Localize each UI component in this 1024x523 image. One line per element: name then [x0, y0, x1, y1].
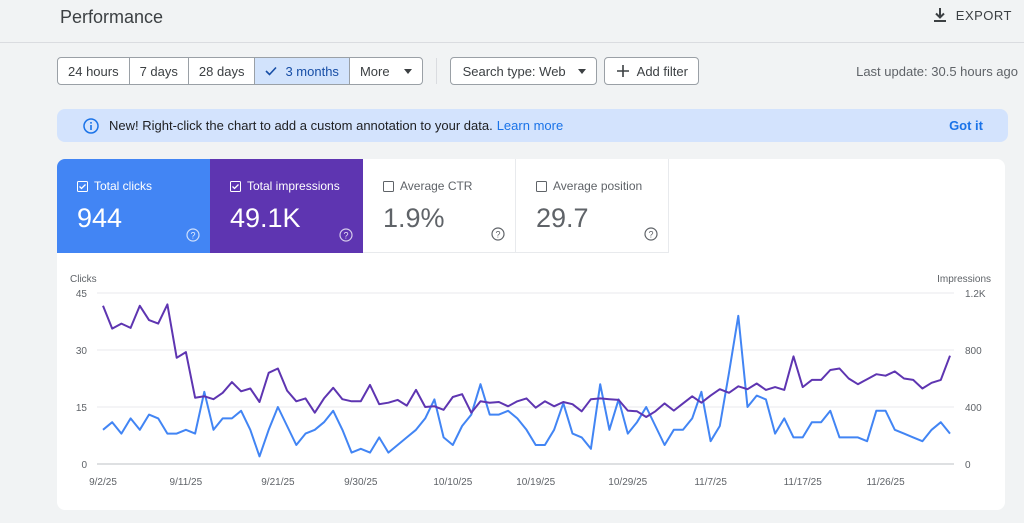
range-label: 3 months [285, 63, 339, 79]
metric-label: Average CTR [400, 179, 473, 193]
metric-value: 944 [77, 203, 123, 233]
help-icon[interactable]: ? [491, 227, 505, 241]
range-label: 7 days [139, 63, 178, 79]
left-axis-title: Clicks [70, 274, 97, 285]
svg-text:?: ? [343, 230, 348, 240]
range-24-hours[interactable]: 24 hours [58, 58, 130, 84]
metric-total-impressions[interactable]: Total impressions 49.1K ? [210, 159, 363, 253]
x-tick-label: 11/26/25 [866, 477, 905, 488]
left-tick-label: 30 [76, 346, 88, 357]
x-tick-label: 10/10/25 [433, 477, 472, 488]
help-icon[interactable]: ? [644, 227, 658, 241]
filter-toolbar: 24 hours 7 days 28 days 3 months More Se… [57, 57, 699, 85]
caret-down-icon [577, 68, 586, 74]
toolbar-divider [435, 58, 437, 84]
help-icon[interactable]: ? [339, 228, 353, 242]
range-7-days[interactable]: 7 days [130, 58, 189, 84]
svg-text:?: ? [648, 229, 653, 239]
export-button[interactable]: EXPORT [932, 7, 1012, 23]
x-tick-label: 9/11/25 [170, 477, 203, 488]
range-label: More [359, 63, 390, 79]
metric-label: Total impressions [247, 179, 340, 193]
x-tick-label: 11/7/25 [694, 477, 727, 488]
right-tick-label: 0 [965, 460, 971, 471]
metric-value: 29.7 [536, 203, 589, 233]
checkbox-checked-icon [230, 180, 241, 192]
banner-text: New! Right-click the chart to add a cust… [109, 118, 493, 133]
right-tick-label: 800 [965, 346, 982, 357]
learn-more-link[interactable]: Learn more [496, 118, 564, 133]
right-tick-label: 400 [965, 403, 982, 414]
metric-value: 49.1K [230, 203, 301, 233]
checkbox-checked-icon [77, 180, 88, 192]
caret-down-icon [403, 68, 412, 74]
export-label: EXPORT [955, 7, 1012, 23]
page-title: Performance [60, 7, 164, 27]
check-icon [265, 66, 278, 76]
add-filter-button[interactable]: Add filter [603, 57, 699, 85]
download-icon [933, 8, 946, 22]
chart-canvas[interactable]: 45 1.2K 30 800 15 400 0 0 Clicks Impressions 9/2/2… [57, 259, 1005, 504]
checkbox-unchecked-icon [536, 180, 547, 192]
range-3-months[interactable]: 3 months [255, 58, 350, 84]
right-tick-label: 1.2K [965, 289, 986, 300]
svg-text:?: ? [190, 230, 195, 240]
page-header: Performance EXPORT [0, 0, 1024, 43]
right-axis-title: Impressions [937, 274, 991, 285]
x-tick-label: 9/2/25 [89, 477, 117, 488]
left-tick-label: 15 [76, 403, 88, 414]
metric-label: Total clicks [94, 179, 153, 193]
x-tick-label: 10/29/25 [608, 477, 647, 488]
add-filter-label: Add filter [636, 63, 688, 79]
plus-icon [616, 65, 629, 77]
metric-label: Average position [553, 179, 643, 193]
help-icon[interactable]: ? [186, 228, 200, 242]
impressions-series-line [102, 303, 951, 418]
info-icon [83, 117, 99, 134]
left-tick-label: 0 [81, 460, 87, 471]
checkbox-unchecked-icon [383, 180, 394, 192]
left-tick-label: 45 [76, 289, 88, 300]
x-tick-label: 10/19/25 [516, 477, 555, 488]
got-it-button[interactable]: Got it [949, 118, 983, 133]
metric-total-clicks[interactable]: Total clicks 944 ? [57, 159, 210, 253]
search-type-dropdown[interactable]: Search type: Web [449, 57, 597, 85]
range-28-days[interactable]: 28 days [189, 58, 256, 84]
range-label: 24 hours [68, 63, 119, 79]
metric-average-position[interactable]: Average position 29.7 ? [516, 159, 669, 253]
metric-average-ctr[interactable]: Average CTR 1.9% ? [363, 159, 516, 253]
x-tick-label: 11/17/25 [784, 477, 823, 488]
range-more-dropdown[interactable]: More [350, 58, 422, 84]
annotation-banner: New! Right-click the chart to add a cust… [57, 109, 1008, 142]
x-tick-label: 9/21/25 [261, 477, 295, 488]
metric-value: 1.9% [383, 203, 445, 233]
clicks-series-line [102, 314, 951, 458]
performance-chart[interactable]: 45 1.2K 30 800 15 400 0 0 Clicks Impressions 9/2/2… [57, 259, 1005, 504]
last-update-text: Last update: 30.5 hours ago [856, 64, 1018, 79]
svg-text:?: ? [495, 229, 500, 239]
date-range-selector: 24 hours 7 days 28 days 3 months More [57, 57, 423, 85]
range-label: 28 days [198, 63, 245, 79]
x-tick-label: 9/30/25 [344, 477, 378, 488]
performance-card: Total clicks 944 ? Total impressions 49.… [57, 159, 1005, 510]
search-type-label: Search type: Web [462, 63, 566, 79]
